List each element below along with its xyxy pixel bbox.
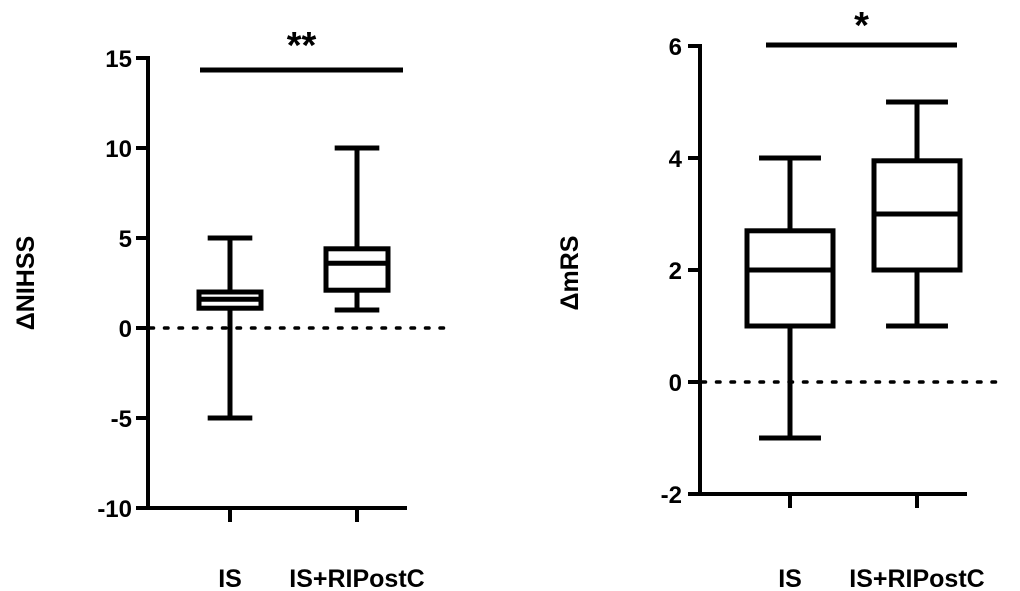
box-iqr [744, 228, 836, 329]
y-tick-label: 2 [669, 258, 682, 285]
category-label: IS+RIPostC [289, 565, 424, 591]
y-axis-title: ΔmRS [556, 236, 584, 311]
y-tick-label: 5 [119, 226, 132, 253]
category-label: IS+RIPostC [849, 565, 984, 591]
y-tick-label: 6 [669, 34, 682, 61]
y-axis-title: ΔNIHSS [12, 236, 40, 330]
y-tick-label: 4 [669, 146, 683, 173]
significance-label: * [854, 5, 869, 47]
y-tick-label: 15 [105, 46, 132, 73]
y-tick-label: -5 [111, 406, 132, 433]
y-tick-label: 0 [669, 370, 682, 397]
box-iqr [323, 246, 391, 293]
significance-label: ** [287, 25, 317, 67]
y-tick-label: -2 [661, 482, 682, 509]
category-label: IS [218, 565, 242, 591]
y-tick-label: -10 [97, 496, 132, 523]
category-label: IS [778, 565, 802, 591]
y-tick-label: 0 [119, 316, 132, 343]
y-tick-label: 10 [105, 136, 132, 163]
